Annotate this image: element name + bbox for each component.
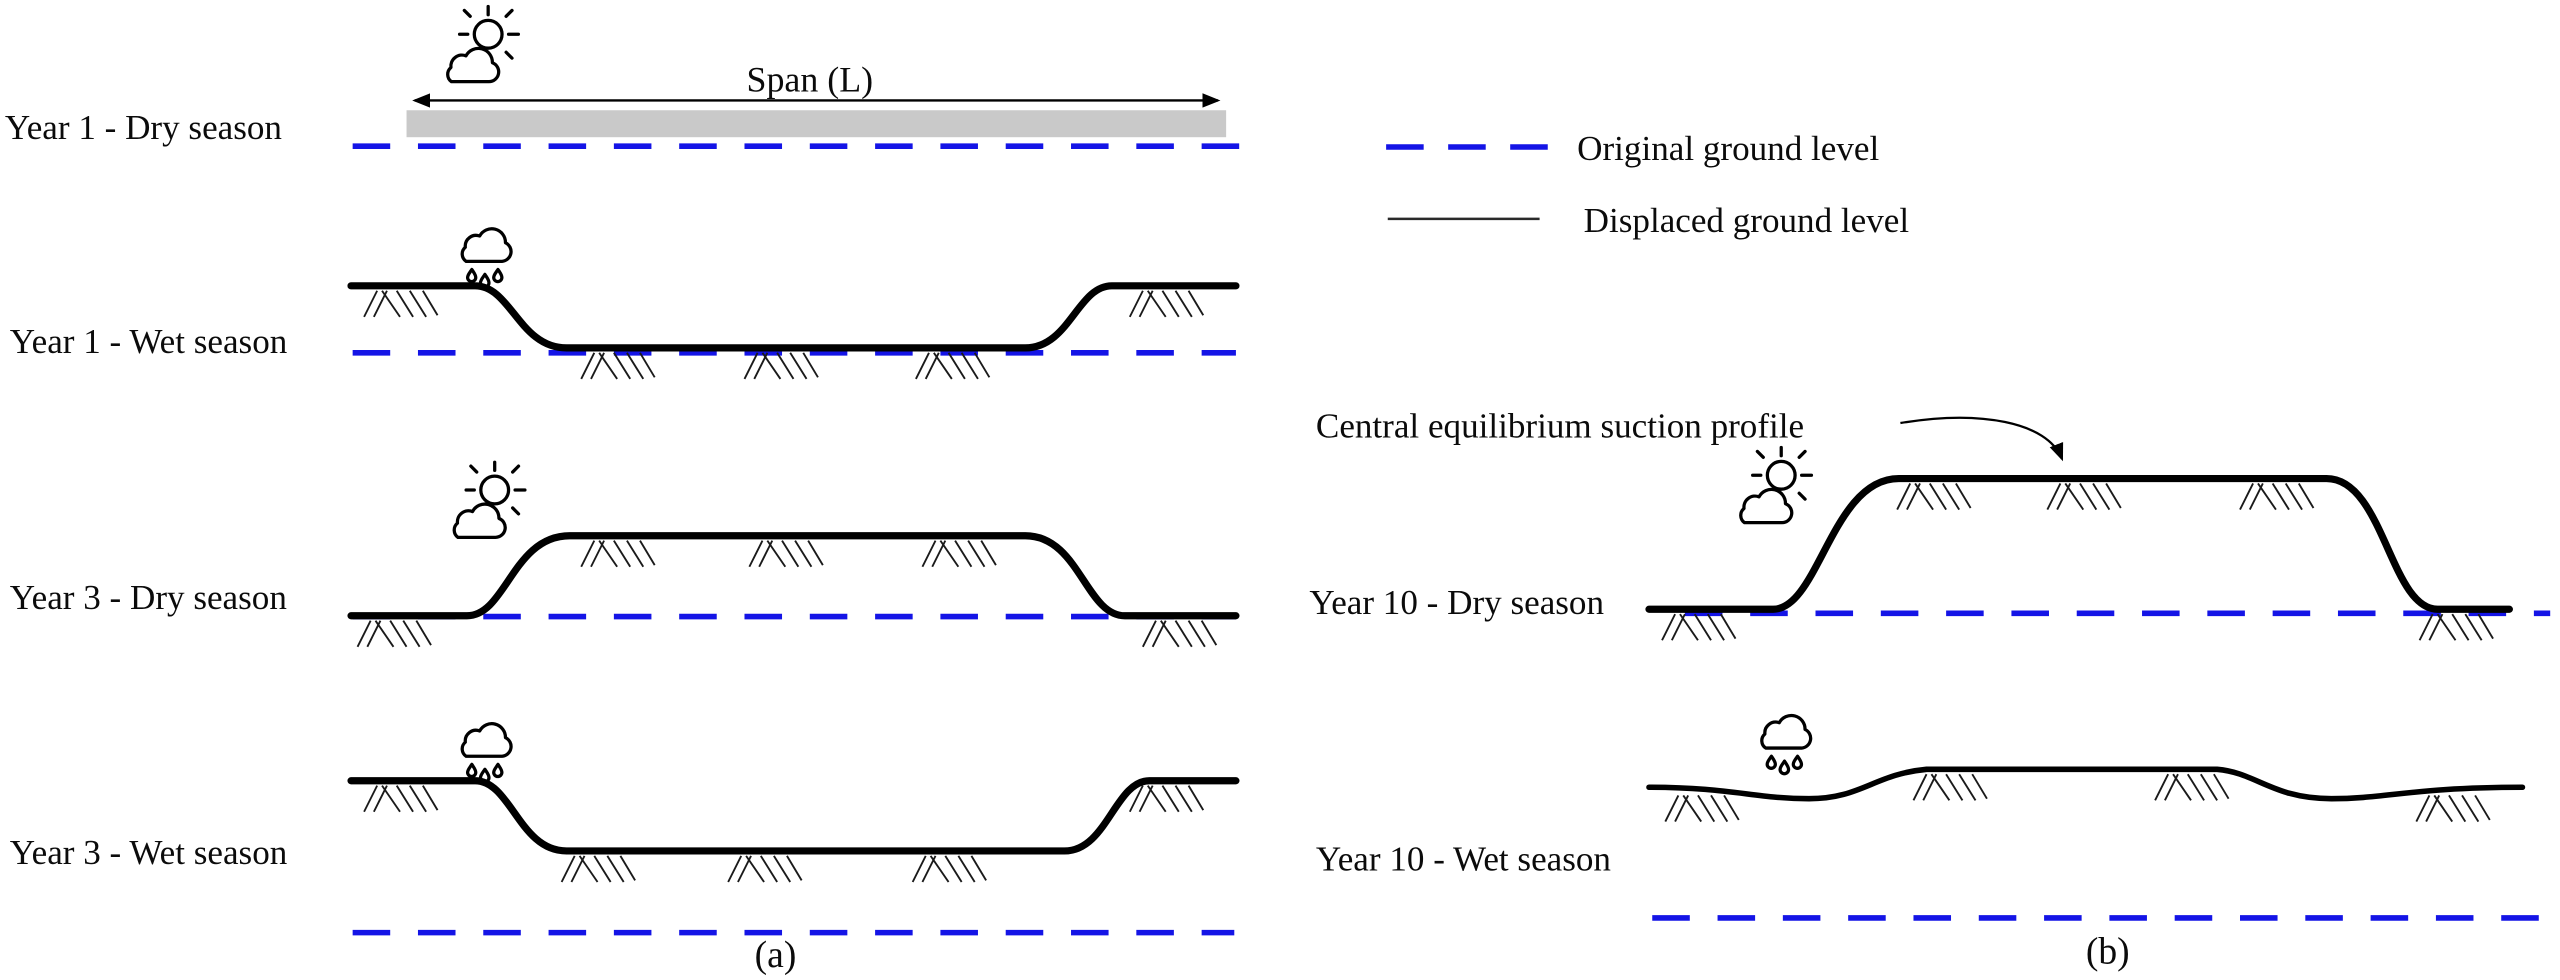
- row-year1-wet: Year 1 - Wet season: [10, 227, 1240, 380]
- ground-hatch: [363, 784, 439, 813]
- ground-hatch: [2154, 773, 2230, 802]
- ground-hatch: [1128, 289, 1205, 318]
- ground-hatch: [2415, 794, 2491, 823]
- ground-hatch: [1912, 773, 1988, 802]
- annotation-leader-arrow: [1900, 416, 2064, 462]
- span-label: Span (L): [746, 59, 873, 99]
- row-year3-dry: Year 3 - Dry season: [10, 460, 1240, 648]
- ground-hatch: [748, 539, 824, 568]
- ground-hatch: [2418, 613, 2495, 642]
- ground-hatch: [921, 539, 997, 568]
- row-label-year1-dry: Year 1 - Dry season: [5, 108, 283, 147]
- legend: Original ground level Displaced ground l…: [1386, 129, 1909, 240]
- legend-original-ground-label: Original ground level: [1577, 129, 1879, 168]
- panel-b-caption: (b): [2086, 932, 2130, 973]
- row-label-year10-wet: Year 10 - Wet season: [1316, 840, 1612, 879]
- ground-hatch: [560, 854, 637, 883]
- row-year3-wet: Year 3 - Wet season (a): [10, 722, 1240, 976]
- ground-hatch: [2046, 482, 2122, 511]
- ground-hatch: [1896, 482, 1972, 511]
- row-label-year1-wet: Year 1 - Wet season: [10, 322, 288, 361]
- row-label-year10-dry: Year 10 - Dry season: [1309, 583, 1604, 622]
- ground-hatch: [363, 289, 439, 318]
- ground-hatch: [356, 619, 432, 648]
- rain-cloud-icon: [460, 722, 513, 784]
- annotation-central-suction-label: Central equilibrium suction profile: [1316, 407, 1804, 446]
- sun-cloud-icon: [452, 460, 527, 539]
- ground-hatch: [1661, 613, 1737, 642]
- embankment-bar: [406, 110, 1227, 138]
- panel-a-caption: (a): [755, 935, 797, 976]
- ground-hatch: [580, 539, 656, 568]
- row-label-year3-dry: Year 3 - Dry season: [10, 578, 288, 617]
- displaced-ground-curve-row3: [347, 532, 1240, 620]
- ground-hatch: [1664, 794, 1740, 823]
- ground-hatch: [1128, 784, 1205, 813]
- row-label-year3-wet: Year 3 - Wet season: [10, 833, 288, 872]
- row-year10-dry: Year 10 - Dry season: [1309, 445, 2551, 642]
- displaced-ground-curve-year10-dry: [1645, 474, 2513, 613]
- rain-cloud-icon: [460, 227, 513, 289]
- row-year10-wet: Year 10 - Wet season (b): [1316, 713, 2557, 973]
- rain-cloud-icon: [1760, 713, 1813, 776]
- ground-hatch: [580, 351, 656, 380]
- legend-displaced-ground-label: Displaced ground level: [1584, 201, 1910, 240]
- ground-hatch: [743, 351, 819, 380]
- row-year1-dry: Year 1 - Dry season Span (L): [5, 4, 1245, 149]
- ground-hatch: [1141, 619, 1218, 648]
- annotation-central-suction: Central equilibrium suction profile: [1316, 407, 2064, 462]
- displaced-ground-curve-row4: [347, 777, 1240, 855]
- ground-hatch: [911, 854, 988, 883]
- displaced-ground-curve-year10-wet: [1646, 766, 2526, 802]
- ground-hatch: [2239, 482, 2315, 511]
- ground-hatch: [727, 854, 803, 883]
- displaced-ground-curve-row2: [347, 282, 1240, 352]
- sun-cloud-icon: [446, 4, 521, 84]
- sun-cloud-icon: [1739, 445, 1814, 525]
- ground-hatch: [914, 351, 991, 380]
